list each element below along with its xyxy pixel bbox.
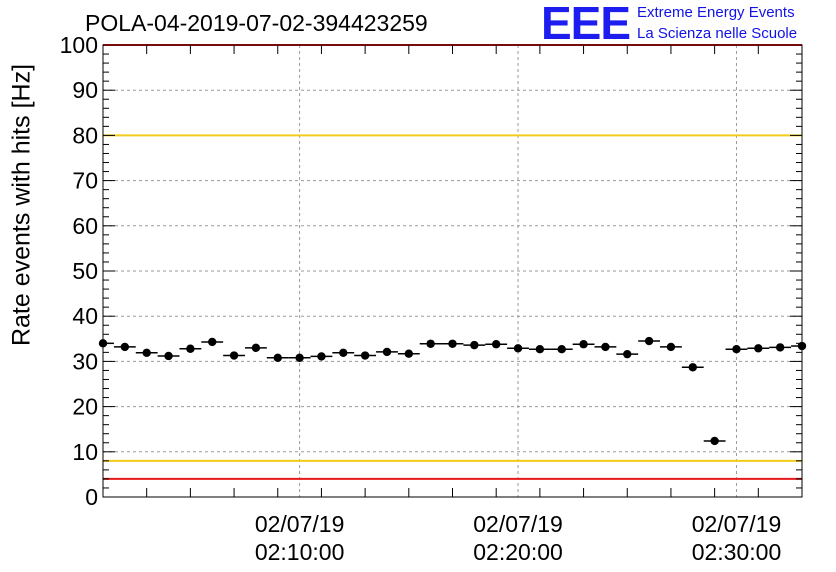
y-tick-label: 20 <box>72 394 98 420</box>
data-point <box>186 344 195 353</box>
data-point <box>601 342 610 352</box>
logo-subtitle-line1: Extreme Energy Events <box>637 4 795 21</box>
data-point <box>339 348 348 358</box>
eee-logo: EEE <box>541 0 631 49</box>
data-point <box>623 349 632 359</box>
x-tick-label-date: 02/07/19 <box>692 511 782 537</box>
data-point <box>404 349 414 358</box>
y-tick-label: 80 <box>72 122 98 148</box>
data-point <box>295 353 304 362</box>
data-point <box>251 343 261 353</box>
x-tick-label-time: 02:30:00 <box>692 539 782 565</box>
y-tick-label: 40 <box>72 303 98 329</box>
y-tick-label: 50 <box>72 258 98 284</box>
data-point <box>98 339 108 348</box>
x-tick-label-date: 02/07/19 <box>473 511 563 537</box>
data-point <box>382 347 392 357</box>
x-tick-label-time: 02:20:00 <box>473 539 563 565</box>
data-point <box>557 344 566 354</box>
data-point <box>426 339 435 348</box>
data-point <box>579 340 588 349</box>
data-point <box>273 353 282 362</box>
data-point <box>644 336 654 346</box>
data-point <box>229 351 239 360</box>
x-tick-label-date: 02/07/19 <box>255 511 345 537</box>
data-point <box>448 339 457 348</box>
y-tick-label: 60 <box>72 213 98 239</box>
data-point <box>754 344 763 353</box>
data-point <box>491 340 501 349</box>
data-point <box>513 344 523 353</box>
data-point <box>732 344 741 354</box>
y-tick-label: 70 <box>72 168 98 194</box>
y-tick-label: 10 <box>72 439 98 465</box>
data-point <box>710 436 719 446</box>
data-point <box>142 348 151 358</box>
y-tick-label: 100 <box>60 32 98 58</box>
data-point <box>208 337 217 347</box>
data-point <box>688 363 697 372</box>
y-tick-label: 0 <box>85 484 98 510</box>
data-point <box>470 340 479 350</box>
y-tick-label: 30 <box>72 348 98 374</box>
data-point <box>317 352 326 361</box>
data-point <box>164 351 173 361</box>
data-point <box>797 341 807 351</box>
x-tick-label-time: 02:10:00 <box>255 539 345 565</box>
y-tick-label: 90 <box>72 77 98 103</box>
chart-title: POLA-04-2019-07-02-394423259 <box>85 10 428 36</box>
data-point <box>120 342 130 352</box>
data-point <box>775 343 785 352</box>
data-point <box>360 351 370 360</box>
data-point <box>666 342 676 352</box>
data-point <box>535 344 545 354</box>
logo-subtitle-line2: La Scienza nelle Scuole <box>637 25 798 42</box>
